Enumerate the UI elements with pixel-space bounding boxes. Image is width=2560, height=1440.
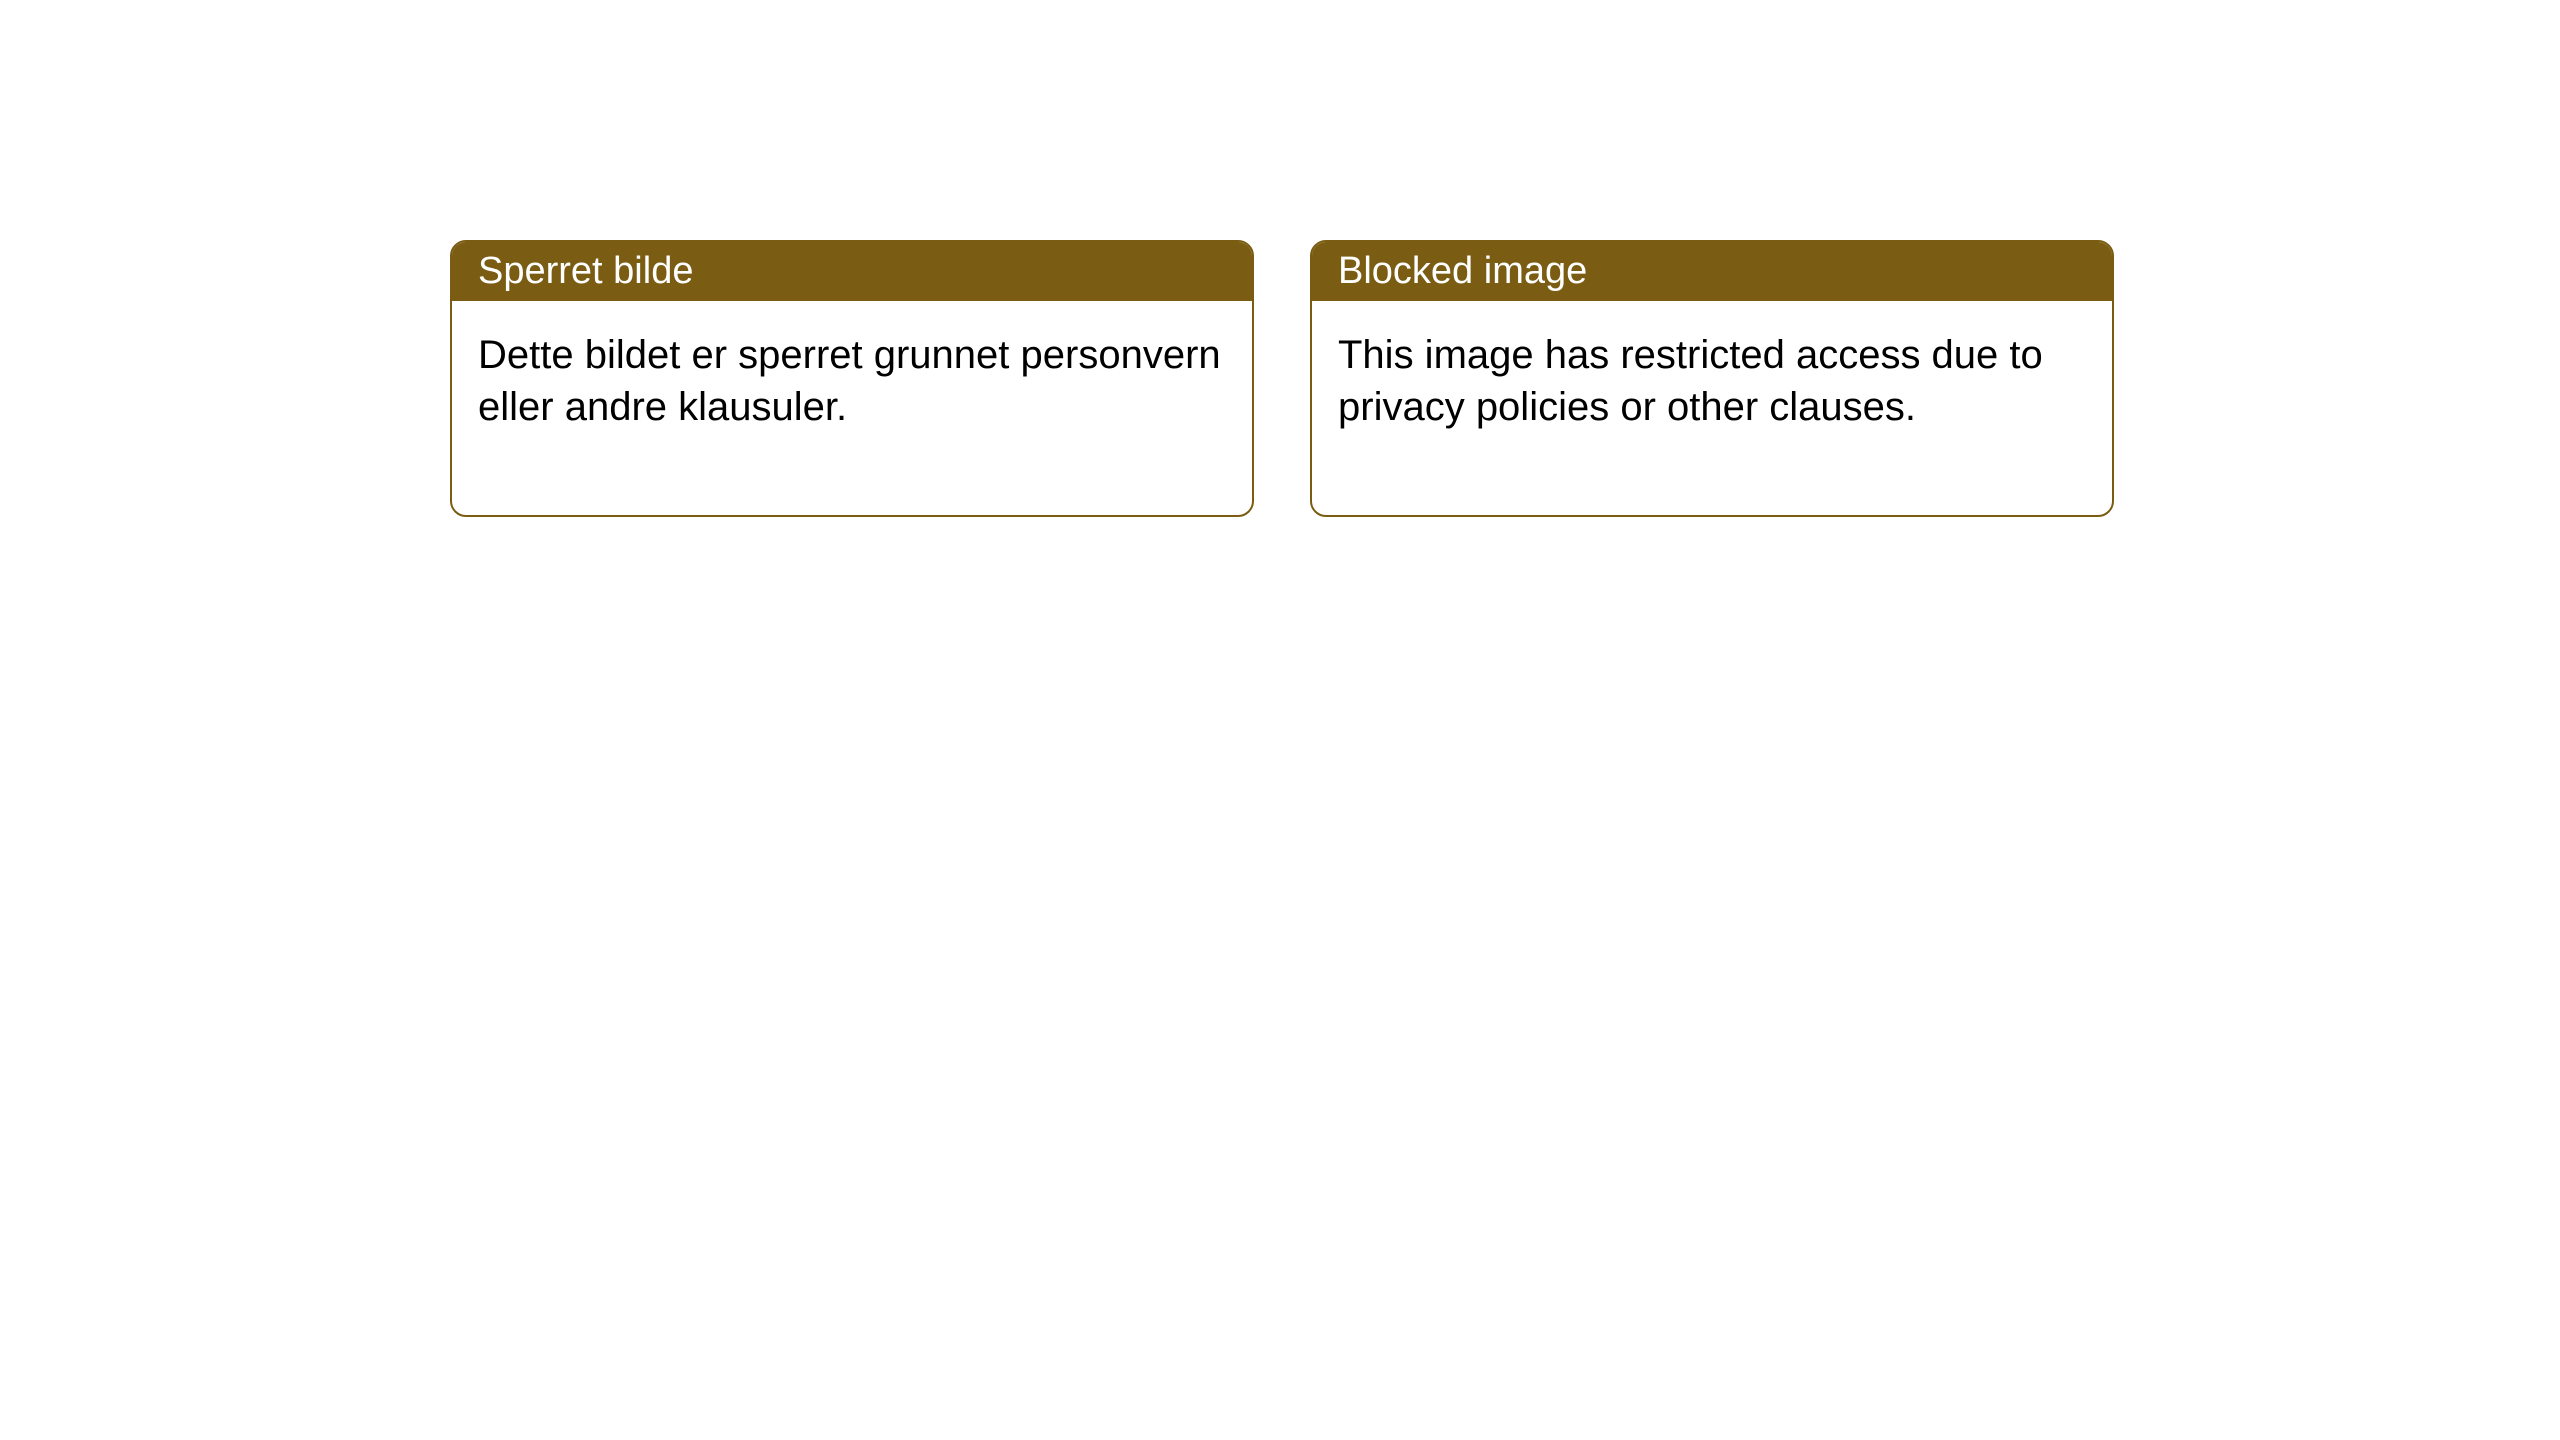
notice-card-norwegian: Sperret bilde Dette bildet er sperret gr… (450, 240, 1254, 517)
notice-title: Blocked image (1338, 250, 1587, 292)
notice-body: Dette bildet er sperret grunnet personve… (452, 301, 1252, 515)
notice-header: Blocked image (1312, 242, 2112, 301)
notice-card-english: Blocked image This image has restricted … (1310, 240, 2114, 517)
notice-header: Sperret bilde (452, 242, 1252, 301)
notice-body: This image has restricted access due to … (1312, 301, 2112, 515)
notices-container: Sperret bilde Dette bildet er sperret gr… (450, 240, 2114, 517)
notice-body-text: This image has restricted access due to … (1338, 333, 2043, 429)
notice-body-text: Dette bildet er sperret grunnet personve… (478, 333, 1221, 429)
notice-title: Sperret bilde (478, 250, 693, 292)
